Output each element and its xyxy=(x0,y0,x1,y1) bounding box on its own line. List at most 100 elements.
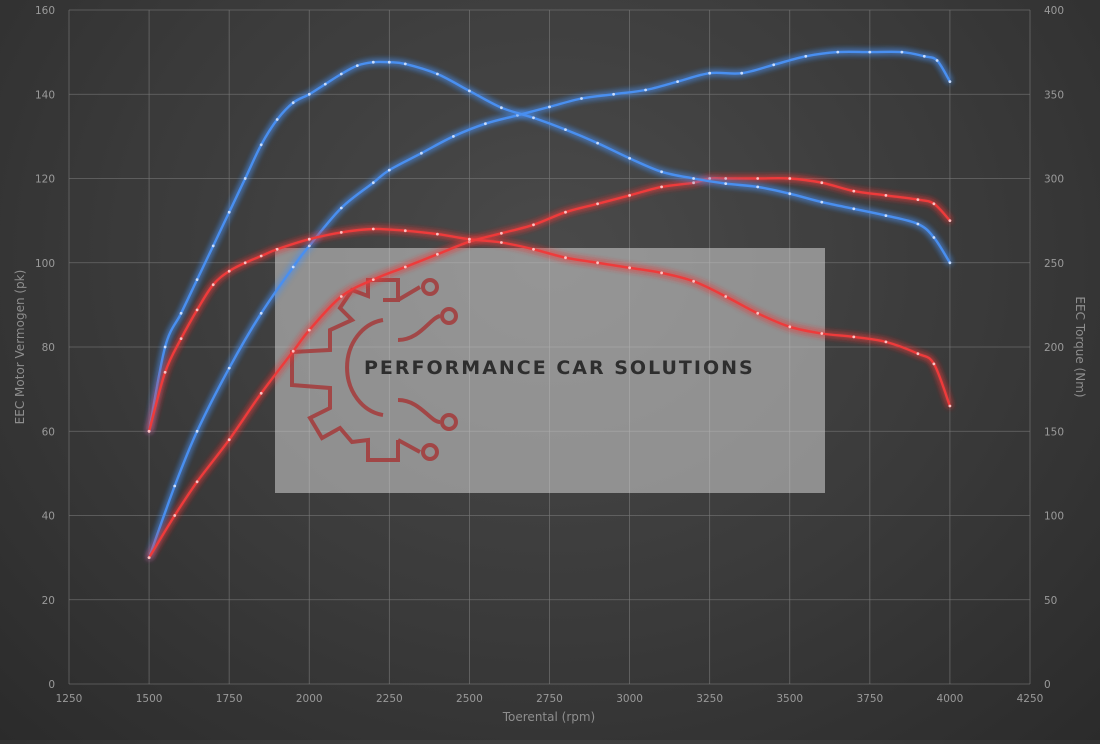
data-point xyxy=(884,194,888,197)
gear-circuit-icon xyxy=(290,278,458,462)
data-point xyxy=(211,283,215,287)
data-point xyxy=(596,202,599,206)
data-point xyxy=(259,311,263,315)
data-point xyxy=(173,484,177,488)
y-left-tick-label: 40 xyxy=(42,511,55,523)
y-right-tick-label: 300 xyxy=(1044,174,1064,186)
data-point xyxy=(291,101,295,105)
data-point xyxy=(259,391,263,395)
y-left-tick-label: 160 xyxy=(35,5,55,17)
data-point xyxy=(948,261,952,265)
data-point xyxy=(922,54,926,58)
watermark-text: PERFORMANCE CAR SOLUTIONS xyxy=(364,357,755,379)
data-point xyxy=(596,261,599,265)
data-point xyxy=(291,265,295,269)
data-point xyxy=(436,252,439,256)
data-point xyxy=(371,60,375,64)
data-point xyxy=(868,50,872,54)
data-point xyxy=(387,60,391,64)
data-point xyxy=(756,311,760,315)
data-point xyxy=(772,63,776,67)
y-left-axis-title: EEC Motor Vermogen (pk) xyxy=(13,270,27,425)
data-point xyxy=(852,335,856,339)
data-point xyxy=(500,231,503,235)
data-point xyxy=(500,241,503,244)
data-point xyxy=(291,349,295,353)
data-point xyxy=(500,106,503,110)
data-point xyxy=(948,219,952,223)
data-point xyxy=(468,237,471,241)
data-point xyxy=(403,265,407,269)
x-tick-label: 2500 xyxy=(456,693,483,705)
data-point xyxy=(628,194,631,197)
data-point xyxy=(820,200,824,204)
y-right-tick-label: 350 xyxy=(1044,89,1064,101)
data-point xyxy=(852,189,856,193)
data-point xyxy=(596,141,599,145)
x-tick-label: 3500 xyxy=(776,693,803,705)
data-point xyxy=(935,59,939,62)
data-point xyxy=(564,128,567,132)
data-point xyxy=(173,514,177,517)
data-point xyxy=(355,64,359,67)
data-point xyxy=(275,247,279,251)
data-point xyxy=(948,80,952,83)
data-point xyxy=(916,222,920,226)
data-point xyxy=(163,370,167,374)
data-point xyxy=(692,177,695,180)
x-tick-label: 2000 xyxy=(296,693,323,705)
series-layer xyxy=(147,50,952,559)
x-tick-label: 4250 xyxy=(1017,693,1044,705)
series-power-stock xyxy=(147,176,952,559)
data-point xyxy=(788,177,792,180)
data-point xyxy=(227,210,231,214)
data-point xyxy=(932,362,936,366)
data-point xyxy=(612,92,615,96)
data-point xyxy=(724,182,728,186)
data-point xyxy=(371,181,375,185)
data-point xyxy=(884,340,888,344)
x-tick-label: 2750 xyxy=(536,693,563,705)
axis-layer: Toerental (rpm) EEC Motor Vermogen (pk) … xyxy=(13,5,1087,724)
data-point xyxy=(516,113,519,117)
data-point xyxy=(436,72,439,76)
data-point xyxy=(307,244,311,248)
data-point xyxy=(307,328,311,332)
y-right-axis-title: EEC Torque (Nm) xyxy=(1073,296,1087,397)
data-point xyxy=(403,229,407,233)
data-point xyxy=(371,227,375,231)
x-tick-label: 1750 xyxy=(216,693,243,705)
data-point xyxy=(307,237,311,241)
y-right-tick-label: 200 xyxy=(1044,342,1064,354)
data-point xyxy=(724,177,728,180)
data-point xyxy=(195,278,199,281)
y-left-tick-label: 120 xyxy=(35,174,55,186)
data-point xyxy=(916,352,920,356)
x-tick-label: 1250 xyxy=(56,693,83,705)
x-axis-title: Toerental (rpm) xyxy=(502,710,595,724)
data-point xyxy=(932,236,936,239)
data-point xyxy=(179,337,183,340)
y-left-tick-label: 80 xyxy=(42,342,55,354)
data-point xyxy=(852,207,856,211)
data-point xyxy=(660,271,663,275)
data-point xyxy=(468,240,471,244)
x-tick-label: 1500 xyxy=(136,693,163,705)
data-point xyxy=(259,254,263,258)
data-point xyxy=(724,295,728,298)
data-point xyxy=(163,345,167,349)
data-point xyxy=(548,105,551,109)
data-point xyxy=(243,177,247,180)
data-point xyxy=(884,214,888,218)
x-tick-label: 2250 xyxy=(376,693,403,705)
data-point xyxy=(339,295,343,298)
data-point xyxy=(676,80,679,83)
data-point xyxy=(227,438,231,442)
data-point xyxy=(195,429,199,433)
data-point xyxy=(323,82,327,86)
data-point xyxy=(211,244,215,248)
y-right-tick-label: 250 xyxy=(1044,258,1064,270)
data-point xyxy=(804,54,808,58)
